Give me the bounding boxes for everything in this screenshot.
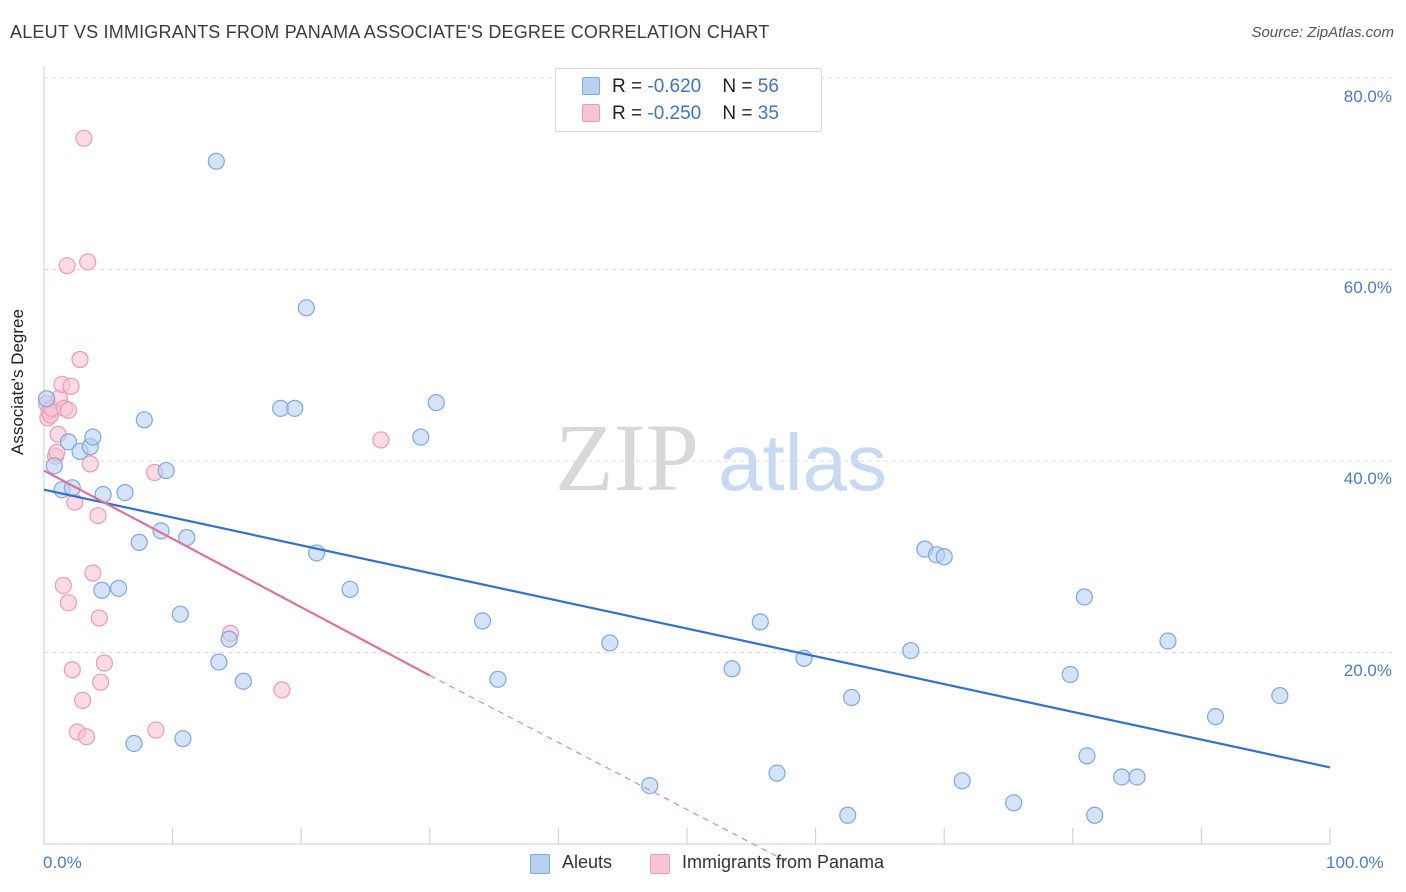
data-point	[220, 630, 238, 648]
source-label: Source: ZipAtlas.com	[1251, 24, 1394, 41]
legend-label-panama: Immigrants from Panama	[682, 852, 885, 872]
legend-swatch-pink	[650, 854, 670, 874]
data-point	[1086, 806, 1104, 824]
legend-r-value: -0.250	[647, 103, 702, 124]
legend-r-value: -0.620	[647, 76, 702, 97]
data-point	[93, 581, 111, 599]
legend-swatch-blue	[530, 854, 550, 874]
legend-swatch-blue	[582, 77, 600, 95]
x-tick-label-max: 100.0%	[1326, 853, 1384, 872]
data-point	[89, 506, 107, 525]
watermark: ZIP atlas	[555, 404, 887, 511]
data-point	[234, 672, 252, 690]
data-point	[77, 728, 96, 746]
data-point	[95, 654, 114, 672]
data-point	[125, 734, 143, 753]
data-point	[751, 613, 769, 631]
data-point	[839, 806, 857, 824]
legend-swatch-pink	[582, 104, 600, 122]
y-tick-label-20: 20.0%	[1343, 661, 1392, 680]
data-point	[341, 580, 359, 598]
data-point	[273, 681, 291, 699]
data-point	[210, 653, 228, 671]
data-point	[768, 764, 786, 782]
data-point	[59, 401, 78, 419]
data-point	[62, 377, 80, 395]
data-point	[473, 612, 492, 630]
data-point	[902, 641, 920, 660]
data-point	[641, 776, 659, 795]
trend-line-panama-extension	[429, 675, 791, 864]
trend-lines	[43, 469, 1331, 864]
data-point	[73, 691, 92, 709]
trend-line-panama	[43, 469, 431, 677]
trend-line-aleuts	[43, 488, 1331, 769]
data-point	[207, 152, 225, 170]
data-point	[59, 433, 78, 451]
data-point	[90, 609, 108, 627]
data-point	[91, 673, 110, 691]
y-axis-label: Associate's Degree	[8, 309, 27, 455]
data-point	[1128, 768, 1146, 786]
data-point	[489, 670, 507, 688]
legend-label-aleuts: Aleuts	[562, 852, 613, 872]
legend-r-label: R =	[612, 103, 648, 124]
data-point	[723, 660, 741, 678]
data-point	[116, 483, 134, 502]
data-point	[1271, 686, 1289, 705]
data-point	[84, 564, 102, 582]
data-point	[427, 393, 445, 412]
data-point	[135, 411, 153, 429]
watermark-zip: ZIP	[555, 404, 699, 511]
data-point	[843, 688, 861, 707]
legend-n-label: N =	[722, 103, 758, 124]
legend-n-value: 35	[757, 103, 779, 124]
correlation-legend: R = -0.620 N = 56 R = -0.250 N = 35	[555, 68, 822, 132]
data-point	[935, 548, 953, 566]
data-point	[601, 634, 619, 652]
data-point	[84, 428, 102, 446]
data-point	[1005, 794, 1023, 812]
gridlines	[44, 77, 1392, 653]
data-point	[147, 721, 165, 739]
data-point	[109, 579, 128, 597]
data-point	[45, 457, 63, 475]
data-point	[174, 730, 192, 748]
y-tick-label-60: 60.0%	[1343, 278, 1392, 297]
data-point	[79, 253, 97, 271]
data-point	[412, 428, 430, 446]
data-point	[71, 350, 89, 369]
data-point	[63, 661, 81, 679]
watermark-atlas: atlas	[718, 418, 887, 507]
axes	[43, 66, 1331, 845]
x-tick-label-min: 0.0%	[43, 853, 82, 872]
data-point	[1206, 708, 1225, 726]
data-point	[81, 455, 99, 473]
y-tick-label-40: 40.0%	[1343, 469, 1392, 488]
legend-n-value: 56	[757, 76, 779, 97]
data-point	[1078, 747, 1096, 765]
data-point	[130, 533, 148, 551]
data-point	[372, 431, 390, 449]
data-point	[1061, 665, 1079, 684]
data-point	[1075, 588, 1093, 606]
chart-title: ALEUT VS IMMIGRANTS FROM PANAMA ASSOCIAT…	[10, 22, 770, 42]
data-point	[59, 594, 78, 612]
data-point	[75, 129, 93, 147]
data-point	[297, 299, 315, 317]
y-tick-label-80: 80.0%	[1343, 87, 1392, 106]
data-point	[953, 772, 971, 790]
data-point	[1113, 768, 1131, 786]
legend-r-label: R =	[612, 76, 648, 97]
data-point	[58, 257, 76, 275]
data-point	[286, 399, 304, 417]
data-point	[54, 576, 72, 595]
data-point	[37, 390, 56, 408]
legend-n-label: N =	[722, 76, 758, 97]
data-point	[1159, 632, 1177, 650]
data-point	[171, 605, 189, 623]
data-point	[157, 461, 175, 480]
